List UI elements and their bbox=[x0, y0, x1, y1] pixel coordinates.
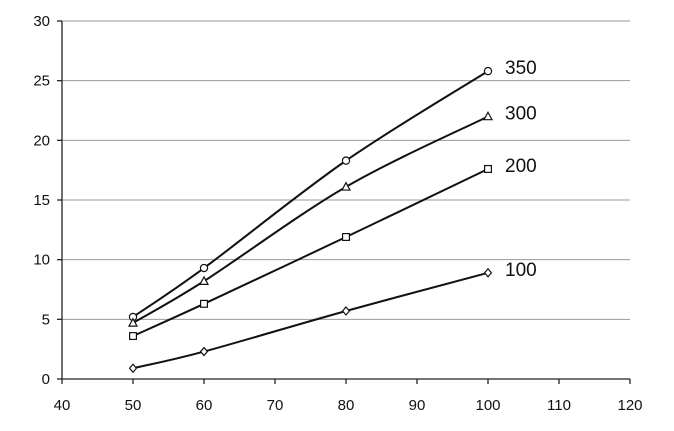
data-points bbox=[127, 66, 494, 374]
x-tick-label-50: 50 bbox=[125, 397, 142, 414]
series-line-300 bbox=[132, 115, 489, 324]
x-tick-label-90: 90 bbox=[409, 397, 426, 414]
data-point-300-60 bbox=[198, 275, 210, 285]
y-tick-label-10: 10 bbox=[33, 252, 50, 269]
data-point-350-80 bbox=[341, 156, 351, 165]
series-line-350 bbox=[132, 70, 489, 318]
y-tick-label-30: 30 bbox=[33, 13, 50, 30]
axes: 0 5 10 15 20 25 30 40 50 60 70 80 90 100 110 120 bbox=[33, 13, 642, 414]
x-tick-label-100: 100 bbox=[475, 397, 500, 414]
series-label-100: 100 bbox=[505, 260, 537, 281]
data-point-300-100 bbox=[482, 111, 494, 121]
series-label-350: 350 bbox=[505, 58, 537, 79]
y-tick-label-25: 25 bbox=[33, 73, 50, 90]
x-tick-label-60: 60 bbox=[196, 397, 213, 414]
data-point-200-60 bbox=[200, 299, 209, 308]
data-point-350-100 bbox=[483, 66, 493, 76]
data-point-200-80 bbox=[342, 232, 351, 241]
x-tick-label-110: 110 bbox=[547, 397, 571, 414]
series-lines bbox=[132, 70, 489, 370]
data-point-200-100 bbox=[484, 164, 493, 173]
x-tick-label-80: 80 bbox=[338, 397, 355, 414]
data-point-100-50 bbox=[128, 363, 138, 374]
data-point-300-80 bbox=[340, 181, 352, 191]
y-tick-label-0: 0 bbox=[42, 371, 50, 388]
series-label-300: 300 bbox=[505, 103, 537, 124]
data-point-300-50 bbox=[127, 317, 139, 327]
data-point-200-50 bbox=[129, 332, 138, 341]
data-point-100-60 bbox=[199, 346, 209, 357]
y-tick-label-5: 5 bbox=[42, 311, 50, 328]
x-tick-label-40: 40 bbox=[54, 397, 71, 414]
data-point-100-80 bbox=[341, 306, 351, 316]
series-line-100 bbox=[132, 271, 489, 370]
series-label-200: 200 bbox=[505, 156, 537, 177]
series-line-200 bbox=[132, 168, 489, 337]
x-tick-label-120: 120 bbox=[617, 397, 642, 414]
gridlines bbox=[62, 20, 630, 320]
y-tick-label-20: 20 bbox=[33, 132, 50, 149]
data-point-350-60 bbox=[199, 263, 209, 273]
data-point-100-100 bbox=[483, 267, 493, 278]
series-labels: 350 300 200 100 bbox=[505, 58, 537, 281]
x-tick-label-70: 70 bbox=[267, 397, 284, 414]
y-tick-label-15: 15 bbox=[33, 192, 50, 209]
